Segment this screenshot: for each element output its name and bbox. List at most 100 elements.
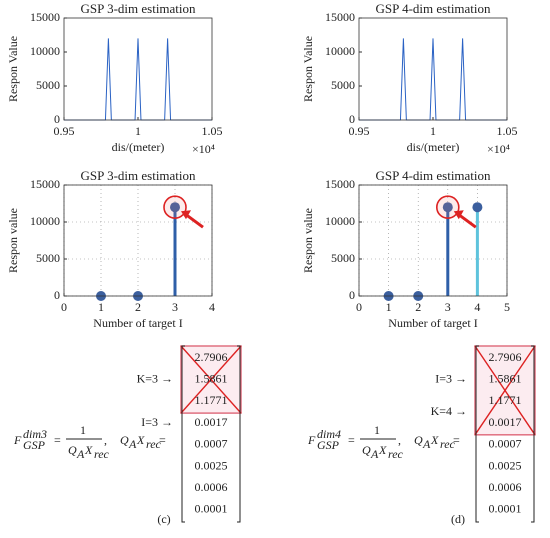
matrix-value: 0.0006 [489, 480, 522, 494]
matrix-value: 0.0017 [195, 415, 228, 429]
formula-var-sub: A [370, 447, 379, 461]
x-tick-label: 0 [61, 300, 67, 314]
y-axis-label: Respon Value [6, 36, 20, 102]
chart-title: GSP 3-dim estimation [80, 168, 196, 183]
y-axis-label: Respon value [301, 208, 315, 273]
matrix-value: 0.0007 [489, 437, 522, 451]
y-tick-label: 5000 [331, 78, 355, 92]
x-tick-label: 1.05 [497, 124, 518, 138]
line [64, 38, 212, 121]
matrix-value: 0.0007 [195, 437, 228, 451]
x-tick-label: 1 [386, 300, 392, 314]
y-axis-label: Respon value [6, 208, 20, 273]
formula-var-sub: A [76, 447, 85, 461]
formula-eq: = [54, 433, 61, 447]
highlight-arrowhead [453, 210, 464, 220]
matrix-value: 1.5861 [489, 371, 522, 385]
formula-var: Q [120, 433, 129, 447]
axes-box [358, 17, 508, 121]
x-tick-label: 2 [415, 300, 421, 314]
x-tick-label: 3 [445, 300, 451, 314]
plot-area [359, 18, 507, 120]
y-tick-label: 0 [54, 112, 60, 126]
x-tick-label: 0.95 [349, 124, 370, 138]
y-tick-label: 5000 [331, 251, 355, 265]
y-tick-label: 0 [54, 288, 60, 302]
row-label: K=3 → [137, 371, 173, 385]
caption: (d) [451, 512, 465, 526]
formula-comma: , [104, 433, 107, 447]
y-tick-label: 15000 [325, 10, 355, 24]
formula-num: 1 [374, 423, 380, 437]
x-axis-label: dis/(meter) [112, 140, 165, 154]
formula-var: X [84, 443, 93, 457]
x-tick-label: 3 [172, 300, 178, 314]
y-tick-label: 5000 [36, 78, 60, 92]
matrix-value: 0.0025 [489, 458, 522, 472]
formula-var-sub: rec [146, 437, 162, 451]
matrix-bracket [181, 345, 241, 523]
formula-symbol: F [13, 433, 22, 447]
formula-var: X [136, 433, 145, 447]
x-tick-label: 1 [430, 124, 436, 138]
formula-var-sub: rec [440, 437, 456, 451]
formula-var: Q [68, 443, 77, 457]
y-tick-label: 15000 [30, 10, 60, 24]
row-label: I=3 → [435, 371, 467, 385]
formula-var-sub: A [128, 437, 137, 451]
matrix-value: 1.1771 [195, 393, 228, 407]
x-tick-label: 1.05 [202, 124, 223, 138]
stem-marker [170, 202, 180, 213]
matrix-value: 2.7906 [195, 350, 228, 364]
chart-title: GSP 4-dim estimation [375, 1, 491, 16]
plot-area [359, 185, 507, 296]
x-axis-label: Number of target I [93, 316, 182, 330]
x-tick-label: 0 [356, 300, 362, 314]
formula-var: Q [414, 433, 423, 447]
cross-line [180, 345, 242, 414]
formula-comma: , [398, 433, 401, 447]
matrix-value: 0.0001 [195, 502, 228, 516]
matrix-bracket [475, 345, 535, 523]
axes-box [63, 184, 213, 297]
matrix-value: 0.0006 [195, 480, 228, 494]
formula-num: 1 [80, 423, 86, 437]
matrix-value: 0.0017 [489, 415, 522, 429]
formula-var-sub: rec [94, 447, 110, 461]
y-tick-label: 10000 [30, 44, 60, 58]
highlight-arrowhead [181, 210, 191, 220]
x-tick-label: 1 [135, 124, 141, 138]
highlight-circle [163, 195, 187, 219]
axes-box [358, 184, 508, 297]
x-multiplier: ×10⁴ [192, 142, 215, 156]
formula-symbol: F [307, 433, 316, 447]
formula-eq: = [159, 433, 166, 447]
y-tick-label: 5000 [36, 251, 60, 265]
matrix-value: 2.7906 [489, 350, 522, 364]
caption: (c) [157, 512, 170, 526]
chart-title: GSP 4-dim estimation [375, 168, 491, 183]
formula-var-sub: A [422, 437, 431, 451]
x-tick-label: 4 [474, 300, 480, 314]
highlight-circle [435, 195, 460, 219]
formula-var: Q [362, 443, 371, 457]
cross-line [474, 345, 536, 436]
x-tick-label: 2 [135, 300, 141, 314]
formula-var: X [430, 433, 439, 447]
chart-title: GSP 3-dim estimation [80, 1, 196, 16]
formula-sup: dim4 [317, 427, 341, 441]
y-tick-label: 15000 [30, 177, 60, 191]
matrix-value: 0.0025 [195, 458, 228, 472]
row-label: K=4 → [431, 404, 467, 418]
x-axis-label: Number of target I [388, 316, 477, 330]
x-tick-label: 0.95 [54, 124, 75, 138]
y-axis-label: Respon Value [301, 36, 315, 102]
y-tick-label: 15000 [325, 177, 355, 191]
formula-sup: dim3 [23, 427, 47, 441]
formula-var-sub: rec [388, 447, 404, 461]
x-axis-label: dis/(meter) [407, 140, 460, 154]
line [359, 38, 507, 121]
stem-marker [442, 202, 453, 213]
matrix-value: 1.1771 [489, 393, 522, 407]
y-tick-label: 10000 [325, 214, 355, 228]
